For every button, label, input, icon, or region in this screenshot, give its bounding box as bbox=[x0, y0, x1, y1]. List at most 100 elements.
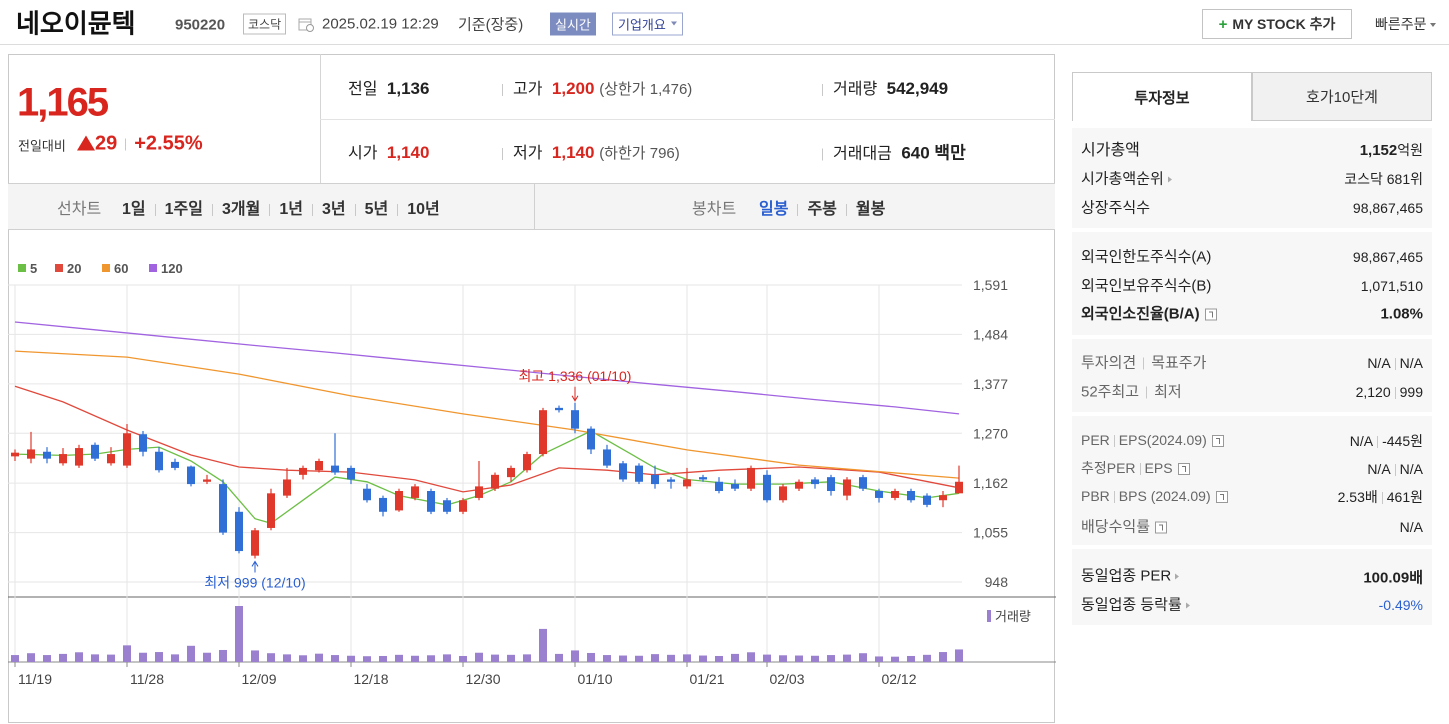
info-label: 투자의견 목표주가 bbox=[1081, 352, 1206, 373]
volume-bar bbox=[267, 653, 275, 662]
value-text: N/A bbox=[1399, 461, 1423, 477]
period-option[interactable]: 1일 bbox=[122, 201, 146, 218]
stat-label: 시가 bbox=[348, 145, 378, 162]
candle-body bbox=[267, 493, 275, 528]
volume-bar bbox=[795, 655, 803, 662]
datetime: 2025.02.19 12:29 bbox=[322, 15, 439, 33]
label-text: PER bbox=[1081, 432, 1110, 448]
help-icon[interactable] bbox=[1204, 308, 1217, 321]
label-text: PBR bbox=[1081, 488, 1110, 504]
period-option[interactable]: 주봉 bbox=[807, 201, 837, 218]
separator bbox=[1394, 387, 1396, 400]
period-option[interactable]: 1년 bbox=[279, 201, 303, 218]
period-option[interactable]: 5년 bbox=[364, 201, 389, 218]
separator bbox=[1139, 463, 1141, 476]
info-value: -0.49% bbox=[1378, 597, 1423, 613]
y-tick-label: 1,591 bbox=[973, 277, 1008, 293]
x-tick-label: 12/30 bbox=[465, 671, 500, 687]
company-menu[interactable]: 기업개요 bbox=[612, 12, 683, 36]
volume-bar bbox=[235, 606, 243, 662]
candle-body bbox=[43, 451, 51, 459]
info-label[interactable]: 시가총액순위 bbox=[1081, 168, 1172, 189]
volume-bar bbox=[155, 652, 163, 662]
y-tick-label: 1,377 bbox=[973, 376, 1008, 392]
info-label[interactable]: 동일업종 PER bbox=[1081, 565, 1180, 586]
tab-active[interactable]: 투자정보 bbox=[1072, 72, 1252, 121]
candle-body bbox=[347, 467, 355, 480]
period-option[interactable]: 3개월 bbox=[221, 201, 261, 218]
candle-body bbox=[587, 428, 595, 450]
label-text: 배당수익률 bbox=[1081, 518, 1151, 536]
quick-order[interactable]: 빠른주문 bbox=[1375, 14, 1437, 34]
separator bbox=[822, 83, 823, 96]
volume-bar bbox=[955, 649, 963, 662]
stat-label: 고가 bbox=[513, 81, 543, 98]
help-icon[interactable] bbox=[1177, 463, 1190, 476]
candle-body bbox=[827, 477, 835, 492]
candle-body bbox=[475, 486, 483, 498]
info-label[interactable]: 동일업종 등락률 bbox=[1081, 594, 1190, 615]
candle-body bbox=[523, 454, 531, 471]
period-option[interactable]: 1주일 bbox=[164, 201, 203, 218]
volume-bar bbox=[619, 655, 627, 662]
value-unit: 억원 bbox=[1397, 142, 1423, 158]
value-text: N/A bbox=[1367, 355, 1391, 371]
candle-body bbox=[283, 479, 291, 496]
candle-body bbox=[203, 479, 211, 482]
x-tick-label: 01/10 bbox=[577, 671, 612, 687]
stat-value: 640 백만 bbox=[901, 143, 966, 163]
label-text: 최저 bbox=[1154, 383, 1182, 401]
volume-bar bbox=[203, 652, 211, 662]
volume-bar bbox=[587, 652, 595, 662]
stat-label: 전일 bbox=[348, 81, 378, 98]
value-text: 2,120 bbox=[1355, 384, 1391, 400]
volume-bar bbox=[475, 652, 483, 662]
volume-bar bbox=[747, 652, 755, 662]
stat-note: (상한가 1,476) bbox=[599, 81, 693, 98]
candle-body bbox=[939, 495, 947, 501]
period-option[interactable]: 월봉 bbox=[855, 201, 886, 218]
separator bbox=[211, 203, 213, 216]
candle-body bbox=[667, 479, 675, 482]
volume-bar bbox=[859, 653, 867, 662]
candle-body bbox=[651, 474, 659, 485]
info-value: N/A -445원 bbox=[1350, 431, 1423, 451]
dropdown-caret bbox=[670, 21, 677, 26]
tab[interactable]: 호가10단계 bbox=[1252, 72, 1432, 121]
change-percent: +2.55% bbox=[134, 132, 203, 155]
candle-body bbox=[731, 484, 739, 489]
realtime-badge[interactable]: 실시간 bbox=[550, 12, 596, 36]
volume-bar bbox=[843, 654, 851, 662]
candle-body bbox=[843, 479, 851, 496]
info-section bbox=[1072, 232, 1432, 335]
candle-body bbox=[571, 410, 579, 429]
period-option[interactable]: 10년 bbox=[407, 201, 440, 218]
candle-body bbox=[11, 452, 19, 457]
x-tick-label: 11/19 bbox=[18, 671, 52, 687]
volume-bar bbox=[875, 656, 883, 662]
period-option[interactable]: 3년 bbox=[321, 201, 346, 218]
help-icon[interactable] bbox=[1215, 491, 1228, 504]
value-text: -445원 bbox=[1382, 433, 1423, 449]
volume-bar bbox=[523, 654, 531, 662]
legend-label: 120 bbox=[161, 261, 183, 276]
value-text: N/A bbox=[1399, 355, 1423, 371]
info-section bbox=[1072, 339, 1432, 412]
arrow-icon bbox=[1185, 602, 1190, 609]
period-option[interactable]: 일봉 bbox=[759, 201, 789, 218]
info-label: 외국인보유주식수(B) bbox=[1081, 277, 1212, 295]
period-bar bbox=[8, 183, 1055, 230]
volume-bar bbox=[27, 653, 35, 662]
stat-label: 거래량 bbox=[833, 81, 878, 98]
help-icon[interactable] bbox=[1211, 435, 1224, 448]
volume-bar bbox=[699, 655, 707, 662]
my-stock-button[interactable]: + MY STOCK 추가 bbox=[1202, 9, 1352, 39]
volume-bar bbox=[107, 654, 115, 662]
candle-body bbox=[603, 449, 611, 466]
stat-value: 1,136 bbox=[386, 79, 430, 98]
label-text: 투자의견 bbox=[1081, 354, 1137, 372]
candle-body bbox=[315, 460, 323, 471]
separator bbox=[1146, 386, 1148, 399]
help-icon[interactable] bbox=[1155, 521, 1168, 534]
